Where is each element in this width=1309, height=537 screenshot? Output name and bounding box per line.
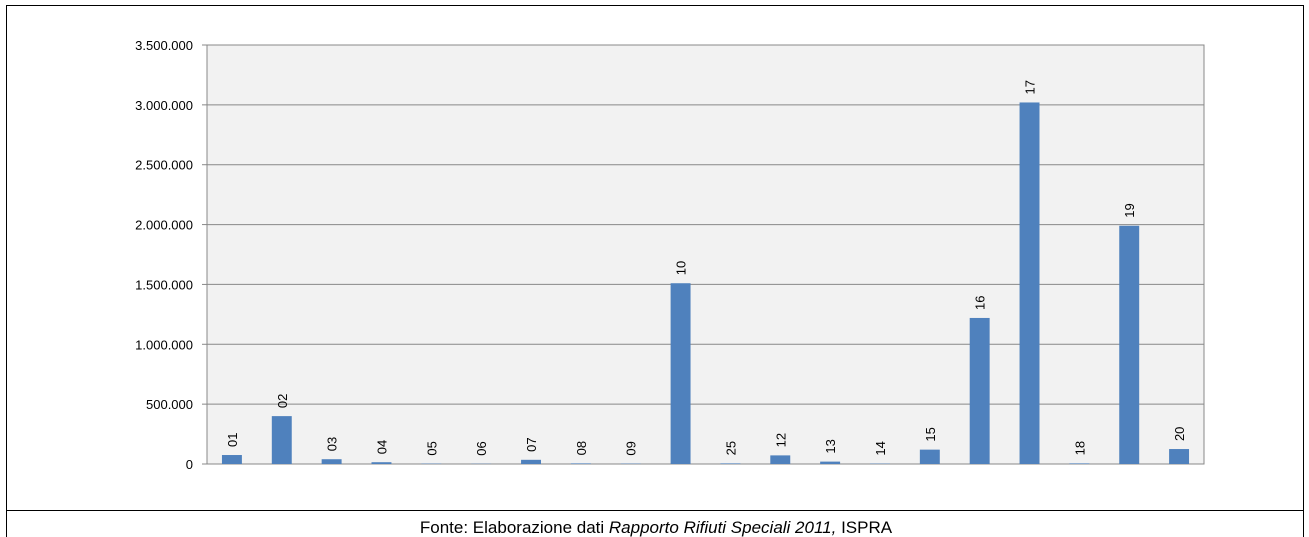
y-tick-label: 500.000 bbox=[146, 397, 193, 412]
bar bbox=[969, 317, 990, 464]
bar-label: 08 bbox=[574, 441, 589, 455]
frame bbox=[6, 5, 1304, 537]
bar-label: 14 bbox=[873, 441, 888, 455]
bar-label: 10 bbox=[674, 261, 689, 275]
bar bbox=[770, 455, 791, 464]
bar-label: 18 bbox=[1072, 441, 1087, 455]
bar bbox=[1119, 225, 1140, 464]
bar bbox=[321, 459, 342, 464]
bar bbox=[371, 462, 392, 464]
y-tick-label: 3.000.000 bbox=[135, 98, 193, 113]
bar bbox=[1069, 463, 1090, 464]
bar bbox=[570, 463, 591, 464]
y-tick-label: 1.500.000 bbox=[135, 277, 193, 292]
bar bbox=[919, 449, 940, 464]
source-title: Rapporto Rifiuti Speciali 2011, bbox=[609, 518, 836, 537]
y-tick-label: 2.000.000 bbox=[135, 218, 193, 233]
y-tick-label: 1.000.000 bbox=[135, 337, 193, 352]
bar-label: 13 bbox=[823, 439, 838, 453]
plot-area bbox=[206, 44, 1205, 465]
source-text: Fonte: Elaborazione dati bbox=[420, 518, 609, 537]
bar-label: 04 bbox=[374, 440, 389, 454]
bar bbox=[820, 461, 841, 464]
bar-label: 17 bbox=[1023, 80, 1038, 94]
bar-label: 19 bbox=[1122, 203, 1137, 217]
bar bbox=[271, 416, 292, 464]
bar bbox=[670, 283, 691, 464]
bar-label: 09 bbox=[624, 441, 639, 455]
bar-label: 16 bbox=[973, 295, 988, 309]
bar bbox=[521, 459, 541, 464]
bar-label: 06 bbox=[474, 441, 489, 455]
bar-label: 12 bbox=[773, 433, 788, 447]
source: Fonte: Elaborazione dati Rapporto Rifiut… bbox=[420, 518, 893, 537]
y-tick-label: 3.500.000 bbox=[135, 38, 193, 53]
source-text: ISPRA bbox=[836, 518, 892, 537]
bar-label: 20 bbox=[1172, 427, 1187, 441]
bar bbox=[1169, 449, 1190, 464]
bar-label: 15 bbox=[923, 427, 938, 441]
bar-label: 02 bbox=[275, 394, 290, 408]
bar-label: 03 bbox=[325, 437, 340, 451]
bar bbox=[720, 463, 741, 464]
bar-label: 05 bbox=[424, 441, 439, 455]
bar-label: 07 bbox=[524, 437, 539, 451]
bar bbox=[1019, 102, 1040, 464]
bar-label: 01 bbox=[225, 433, 240, 447]
bar-label: 25 bbox=[723, 441, 738, 455]
bar bbox=[221, 455, 242, 464]
y-tick-label: 0 bbox=[186, 457, 193, 472]
y-tick-label: 2.500.000 bbox=[135, 158, 193, 173]
